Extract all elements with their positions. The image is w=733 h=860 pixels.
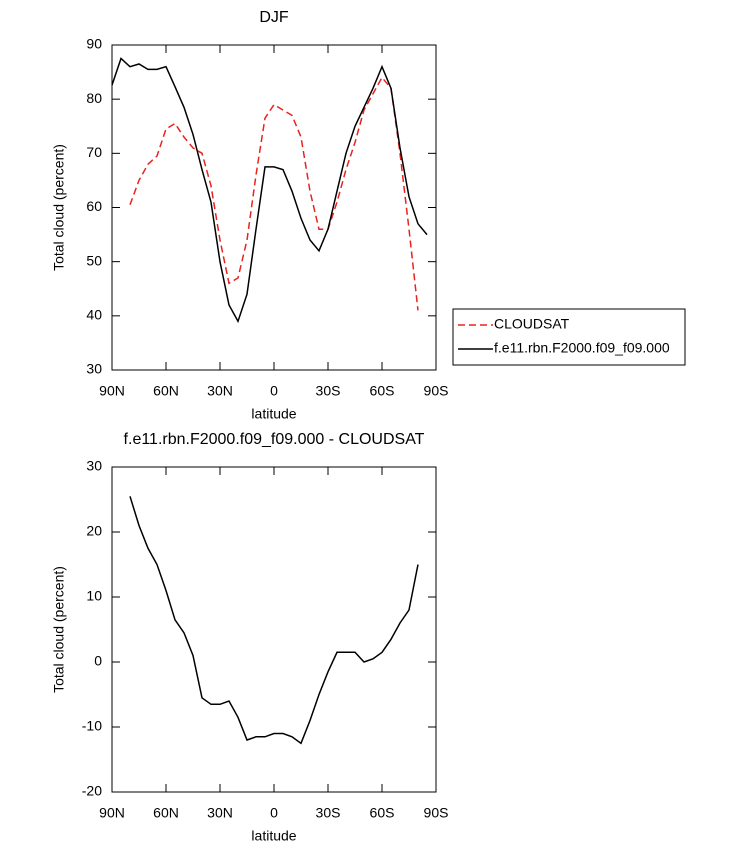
x-tick-label: 60S	[370, 805, 395, 821]
y-tick-label: 20	[86, 523, 102, 539]
y-tick-label: 80	[86, 90, 102, 106]
y-tick-label: -10	[82, 718, 102, 734]
y-tick-label: 90	[86, 36, 102, 52]
data-line	[129, 496, 419, 745]
chart-title: DJF	[259, 9, 289, 26]
x-tick-label: 0	[270, 383, 278, 399]
legend-label: f.e11.rbn.F2000.f09_f09.000	[494, 340, 670, 356]
data-line	[129, 76, 419, 311]
x-tick-label: 60N	[153, 383, 179, 399]
y-tick-label: 30	[86, 361, 102, 377]
x-tick-label: 90N	[99, 805, 125, 821]
x-tick-label: 30S	[316, 383, 341, 399]
data-line	[111, 57, 428, 324]
y-axis-label: Total cloud (percent)	[51, 144, 67, 271]
y-tick-label: 10	[86, 588, 102, 604]
plot-frame	[111, 466, 437, 793]
x-tick-label: 90S	[424, 805, 449, 821]
chart-title: f.e11.rbn.F2000.f09_f09.000 - CLOUDSAT	[124, 431, 425, 448]
y-axis-label: Total cloud (percent)	[51, 566, 67, 693]
y-tick-label: 50	[86, 252, 102, 268]
x-tick-label: 30N	[207, 383, 233, 399]
y-tick-label: 40	[86, 307, 102, 323]
x-tick-label: 90S	[424, 383, 449, 399]
x-tick-label: 60N	[153, 805, 179, 821]
legend-box	[452, 308, 686, 366]
x-tick-label: 0	[270, 805, 278, 821]
plot-frame	[111, 44, 437, 371]
x-axis-label: latitude	[251, 406, 296, 422]
y-tick-label: 60	[86, 198, 102, 214]
x-tick-label: 60S	[370, 383, 395, 399]
y-tick-label: 70	[86, 144, 102, 160]
x-tick-label: 30N	[207, 805, 233, 821]
x-tick-label: 30S	[316, 805, 341, 821]
x-axis-label: latitude	[251, 828, 296, 844]
y-tick-label: 0	[94, 653, 102, 669]
x-tick-label: 90N	[99, 383, 125, 399]
y-tick-label: 30	[86, 458, 102, 474]
legend-label: CLOUDSAT	[494, 316, 570, 332]
y-tick-label: -20	[82, 783, 102, 799]
